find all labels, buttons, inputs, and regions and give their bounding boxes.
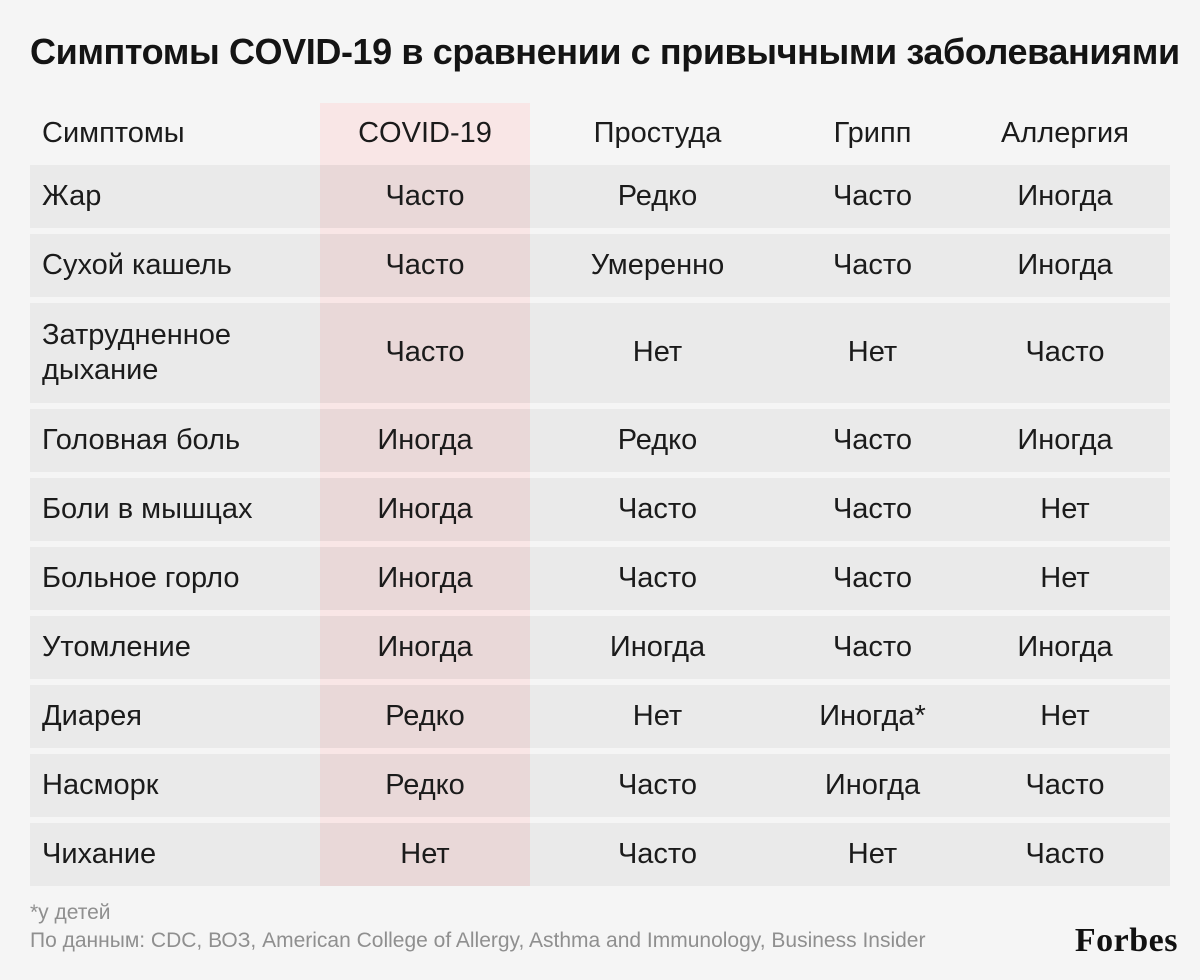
covid-value: Нет <box>320 823 530 886</box>
covid-value: Редко <box>320 685 530 748</box>
table-row-sore-throat: Больное горло Иногда Часто Часто Нет <box>30 547 1170 610</box>
source-line: По данным: CDC, ВОЗ, American College of… <box>30 929 926 952</box>
allergy-value: Иногда <box>960 409 1170 472</box>
table-row-fatigue: Утомление Иногда Иногда Часто Иногда <box>30 616 1170 679</box>
covid-value: Часто <box>320 234 530 297</box>
cold-value: Часто <box>530 823 785 886</box>
flu-value: Нет <box>785 823 960 886</box>
table-row-fever: Жар Часто Редко Часто Иногда <box>30 165 1170 228</box>
allergy-value: Иногда <box>960 234 1170 297</box>
symptoms-table: Симптомы COVID-19 Простуда Грипп Аллерги… <box>30 103 1170 886</box>
symptom-label: Насморк <box>30 754 320 817</box>
cold-value: Часто <box>530 478 785 541</box>
covid-value: Иногда <box>320 616 530 679</box>
allergy-value: Нет <box>960 685 1170 748</box>
flu-value: Нет <box>785 303 960 403</box>
allergy-value: Нет <box>960 478 1170 541</box>
table-row-headache: Головная боль Иногда Редко Часто Иногда <box>30 409 1170 472</box>
column-header-covid19: COVID-19 <box>358 117 492 150</box>
flu-value: Иногда <box>785 754 960 817</box>
cold-value: Часто <box>530 547 785 610</box>
cold-value: Редко <box>530 409 785 472</box>
table-row-muscle-pain: Боли в мышцах Иногда Часто Часто Нет <box>30 478 1170 541</box>
symptom-label: Головная боль <box>30 409 320 472</box>
symptom-label: Утомление <box>30 616 320 679</box>
symptom-label: Диарея <box>30 685 320 748</box>
column-header-symptoms: Симптомы <box>42 117 185 150</box>
flu-value: Часто <box>785 409 960 472</box>
allergy-value: Нет <box>960 547 1170 610</box>
table-row-sneezing: Чихание Нет Часто Нет Часто <box>30 823 1170 886</box>
symptom-label: Боли в мышцах <box>30 478 320 541</box>
covid-value: Часто <box>320 303 530 403</box>
allergy-value: Иногда <box>960 165 1170 228</box>
cold-value: Нет <box>530 303 785 403</box>
column-header-flu: Грипп <box>833 117 912 150</box>
cold-value: Часто <box>530 754 785 817</box>
symptom-label: Жар <box>30 165 320 228</box>
covid-value: Иногда <box>320 547 530 610</box>
allergy-value: Иногда <box>960 616 1170 679</box>
column-header-cold: Простуда <box>593 117 722 150</box>
symptom-label: Сухой кашель <box>30 234 320 297</box>
flu-value: Часто <box>785 616 960 679</box>
symptom-label: Чихание <box>30 823 320 886</box>
cold-value: Иногда <box>530 616 785 679</box>
table-row-runny-nose: Насморк Редко Часто Иногда Часто <box>30 754 1170 817</box>
footnote: *у детей <box>30 901 111 924</box>
table-row-dry-cough: Сухой кашель Часто Умеренно Часто Иногда <box>30 234 1170 297</box>
symptom-label: Больное горло <box>30 547 320 610</box>
flu-value: Часто <box>785 234 960 297</box>
allergy-value: Часто <box>960 303 1170 403</box>
covid-value: Иногда <box>320 409 530 472</box>
covid-value: Часто <box>320 165 530 228</box>
allergy-value: Часто <box>960 754 1170 817</box>
cold-value: Редко <box>530 165 785 228</box>
covid-value: Редко <box>320 754 530 817</box>
table-row-diarrhea: Диарея Редко Нет Иногда* Нет <box>30 685 1170 748</box>
cold-value: Нет <box>530 685 785 748</box>
forbes-logo: Forbes <box>1074 922 1178 959</box>
table-row-shortness-of-breath: Затрудненное дыхание Часто Нет Нет Часто <box>30 303 1170 403</box>
flu-value: Часто <box>785 165 960 228</box>
flu-value: Часто <box>785 547 960 610</box>
flu-value: Иногда* <box>785 685 960 748</box>
covid-value: Иногда <box>320 478 530 541</box>
flu-value: Часто <box>785 478 960 541</box>
table-header-row: Симптомы COVID-19 Простуда Грипп Аллерги… <box>30 103 1170 165</box>
column-header-allergy: Аллергия <box>1001 117 1129 150</box>
symptom-label: Затрудненное дыхание <box>30 303 320 403</box>
allergy-value: Часто <box>960 823 1170 886</box>
page-title: Симптомы COVID-19 в сравнении с привычны… <box>30 31 1180 72</box>
cold-value: Умеренно <box>530 234 785 297</box>
